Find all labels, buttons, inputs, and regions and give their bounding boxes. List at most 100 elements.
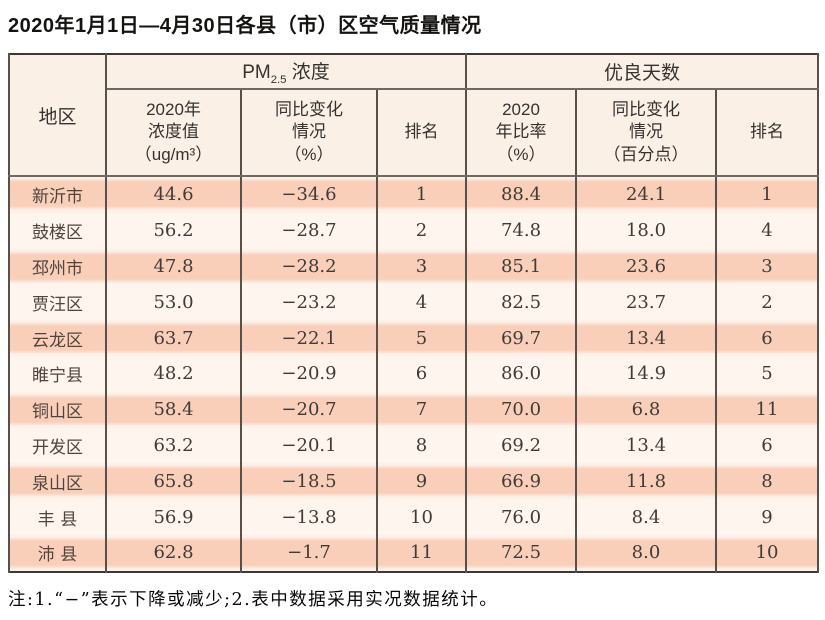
cell-pm-change: −28.2 xyxy=(240,248,378,285)
cell-good-rate: 70.0 xyxy=(465,391,577,428)
header-group-row: 地区 PM2.5 浓度 优良天数 xyxy=(8,54,820,177)
table-row: 铜山区 58.4 −20.7 7 70.0 6.8 11 xyxy=(8,391,820,428)
cell-good-rate: 72.5 xyxy=(465,534,577,572)
cell-good-rank: 1 xyxy=(714,176,820,213)
cell-region: 泉山区 xyxy=(8,463,107,500)
table-row: 睢宁县 48.2 −20.9 6 86.0 14.9 5 xyxy=(8,355,820,392)
cell-pm-value: 47.8 xyxy=(105,248,242,285)
cell-good-change: 23.6 xyxy=(575,248,717,285)
cell-good-rank: 8 xyxy=(714,463,820,500)
cell-good-rank: 2 xyxy=(714,284,820,321)
cell-pm-value: 56.9 xyxy=(105,499,242,535)
table-row: 开发区 63.2 −20.1 8 69.2 13.4 6 xyxy=(8,427,820,464)
cell-pm-rank: 10 xyxy=(376,499,467,535)
cell-good-rate: 69.2 xyxy=(465,427,577,464)
cell-region: 新沂市 xyxy=(8,176,107,213)
cell-pm-change: −13.8 xyxy=(240,499,378,535)
cell-region: 云龙区 xyxy=(8,320,107,356)
cell-pm-change: −20.1 xyxy=(240,427,378,464)
cell-pm-change: −28.7 xyxy=(240,212,378,249)
cell-region: 丰 县 xyxy=(8,499,107,535)
cell-pm-value: 65.8 xyxy=(105,463,242,500)
air-quality-table: 地区 PM2.5 浓度 优良天数 2020年 浓度值 （ug/m³） 同比变化 … xyxy=(8,53,820,573)
cell-good-rate: 88.4 xyxy=(465,176,577,213)
cell-good-rank: 10 xyxy=(714,534,820,572)
col-group-pm25: PM2.5 浓度 xyxy=(105,54,467,90)
cell-good-rate: 76.0 xyxy=(465,499,577,535)
cell-pm-value: 58.4 xyxy=(105,391,242,428)
cell-region: 开发区 xyxy=(8,427,107,464)
cell-pm-change: −34.6 xyxy=(240,176,378,213)
cell-pm-value: 44.6 xyxy=(105,176,242,213)
page-title: 2020年1月1日—4月30日各县（市）区空气质量情况 xyxy=(8,15,482,37)
table-row: 邳州市 47.8 −28.2 3 85.1 23.6 3 xyxy=(8,248,820,285)
cell-pm-rank: 2 xyxy=(376,212,467,249)
cell-pm-rank: 1 xyxy=(376,176,467,213)
cell-good-rank: 6 xyxy=(714,427,820,464)
cell-pm-value: 63.7 xyxy=(105,320,242,356)
col-header-good-change: 同比变化 情况 （百分点） xyxy=(575,89,717,177)
cell-good-change: 11.8 xyxy=(575,463,717,500)
cell-good-rank: 5 xyxy=(714,355,820,392)
cell-pm-rank: 8 xyxy=(376,427,467,464)
cell-region: 邳州市 xyxy=(8,248,107,285)
header-sub-row: 2020年 浓度值 （ug/m³） 同比变化 情况 （%） 排名 2020 年比… xyxy=(9,89,820,177)
col-header-pm-rank: 排名 xyxy=(376,89,467,177)
cell-pm-change: −18.5 xyxy=(240,463,378,500)
cell-good-rate: 69.7 xyxy=(465,320,577,356)
cell-pm-change: −1.7 xyxy=(240,534,378,572)
cell-good-rate: 86.0 xyxy=(465,355,577,392)
cell-good-rank: 6 xyxy=(714,320,820,356)
cell-pm-change: −20.9 xyxy=(240,355,378,392)
cell-good-change: 13.4 xyxy=(575,427,717,464)
cell-region: 贾汪区 xyxy=(8,284,107,321)
cell-good-change: 13.4 xyxy=(575,320,717,356)
cell-pm-value: 63.2 xyxy=(105,427,242,464)
cell-good-rank: 9 xyxy=(714,499,820,535)
cell-pm-rank: 5 xyxy=(376,320,467,356)
cell-good-change: 8.4 xyxy=(575,499,717,535)
col-group-good-days: 优良天数 xyxy=(464,54,820,90)
col-header-good-rank: 排名 xyxy=(714,89,820,177)
col-header-pm-value: 2020年 浓度值 （ug/m³） xyxy=(105,89,242,177)
table-row: 新沂市 44.6 −34.6 1 88.4 24.1 1 xyxy=(8,176,820,213)
cell-pm-value: 62.8 xyxy=(105,534,242,572)
cell-good-change: 8.0 xyxy=(575,534,717,572)
cell-good-change: 24.1 xyxy=(575,176,717,213)
col-header-good-rate: 2020 年比率 （%） xyxy=(465,89,577,177)
col-header-region: 地区 xyxy=(8,54,107,177)
cell-good-rate: 82.5 xyxy=(465,284,577,321)
table-head: 地区 PM2.5 浓度 优良天数 2020年 浓度值 （ug/m³） 同比变化 … xyxy=(8,54,820,177)
cell-good-change: 14.9 xyxy=(575,355,717,392)
pm25-label-subscript: 2.5 xyxy=(270,73,287,86)
cell-good-change: 23.7 xyxy=(575,284,717,321)
cell-region: 睢宁县 xyxy=(8,355,107,392)
cell-pm-rank: 9 xyxy=(376,463,467,500)
cell-pm-change: −23.2 xyxy=(240,284,378,321)
table-row: 云龙区 63.7 −22.1 5 69.7 13.4 6 xyxy=(8,320,820,356)
cell-region: 鼓楼区 xyxy=(8,212,107,249)
cell-good-rank: 4 xyxy=(714,212,820,249)
cell-pm-value: 48.2 xyxy=(105,355,242,392)
cell-pm-rank: 6 xyxy=(376,355,467,392)
table-row: 丰 县 56.9 −13.8 10 76.0 8.4 9 xyxy=(8,499,820,535)
pm25-label-prefix: PM xyxy=(242,62,271,84)
cell-good-change: 6.8 xyxy=(575,391,717,428)
col-header-pm-change: 同比变化 情况 （%） xyxy=(240,89,378,177)
cell-pm-rank: 11 xyxy=(376,534,467,572)
cell-good-rate: 85.1 xyxy=(465,248,577,285)
cell-pm-rank: 7 xyxy=(376,391,467,428)
table-row: 泉山区 65.8 −18.5 9 66.9 11.8 8 xyxy=(8,463,820,500)
pm25-label-suffix: 浓度 xyxy=(286,62,330,84)
table-row: 鼓楼区 56.2 −28.7 2 74.8 18.0 4 xyxy=(8,212,820,249)
cell-pm-value: 56.2 xyxy=(105,212,242,249)
cell-good-rate: 66.9 xyxy=(465,463,577,500)
cell-pm-value: 53.0 xyxy=(105,284,242,321)
cell-pm-change: −22.1 xyxy=(240,320,378,356)
cell-region: 沛 县 xyxy=(8,534,107,572)
table-row: 贾汪区 53.0 −23.2 4 82.5 23.7 2 xyxy=(8,284,820,321)
cell-pm-rank: 4 xyxy=(376,284,467,321)
cell-pm-change: −20.7 xyxy=(240,391,378,428)
cell-good-rank: 11 xyxy=(714,391,820,428)
